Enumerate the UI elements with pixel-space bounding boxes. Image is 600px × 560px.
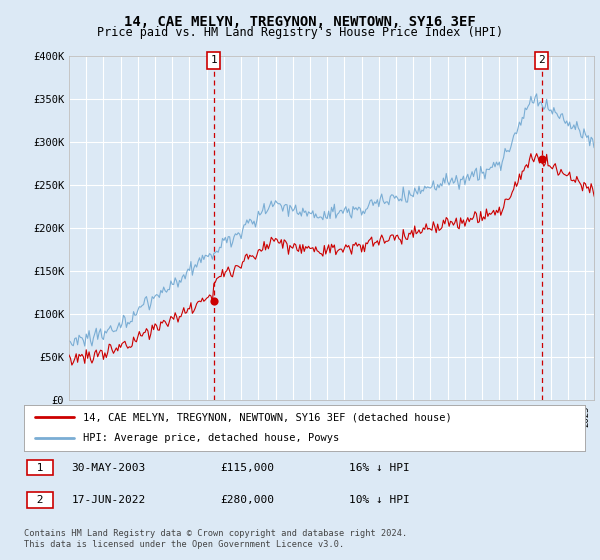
- Point: [537, 155, 547, 164]
- Text: 14, CAE MELYN, TREGYNON, NEWTOWN, SY16 3EF (detached house): 14, CAE MELYN, TREGYNON, NEWTOWN, SY16 3…: [83, 412, 452, 422]
- Text: 14, CAE MELYN, TREGYNON, NEWTOWN, SY16 3EF: 14, CAE MELYN, TREGYNON, NEWTOWN, SY16 3…: [124, 15, 476, 29]
- Point: [209, 297, 218, 306]
- Text: 2: 2: [29, 495, 50, 505]
- Text: 1: 1: [210, 55, 217, 66]
- Text: 16% ↓ HPI: 16% ↓ HPI: [349, 463, 410, 473]
- Text: This data is licensed under the Open Government Licence v3.0.: This data is licensed under the Open Gov…: [24, 540, 344, 549]
- Text: 17-JUN-2022: 17-JUN-2022: [71, 495, 146, 505]
- Text: £280,000: £280,000: [220, 495, 274, 505]
- Text: Contains HM Land Registry data © Crown copyright and database right 2024.: Contains HM Land Registry data © Crown c…: [24, 529, 407, 538]
- Text: 30-MAY-2003: 30-MAY-2003: [71, 463, 146, 473]
- Text: £115,000: £115,000: [220, 463, 274, 473]
- Text: 2: 2: [538, 55, 545, 66]
- Text: Price paid vs. HM Land Registry's House Price Index (HPI): Price paid vs. HM Land Registry's House …: [97, 26, 503, 39]
- Text: 1: 1: [29, 463, 50, 473]
- Text: 10% ↓ HPI: 10% ↓ HPI: [349, 495, 410, 505]
- Text: HPI: Average price, detached house, Powys: HPI: Average price, detached house, Powy…: [83, 433, 339, 444]
